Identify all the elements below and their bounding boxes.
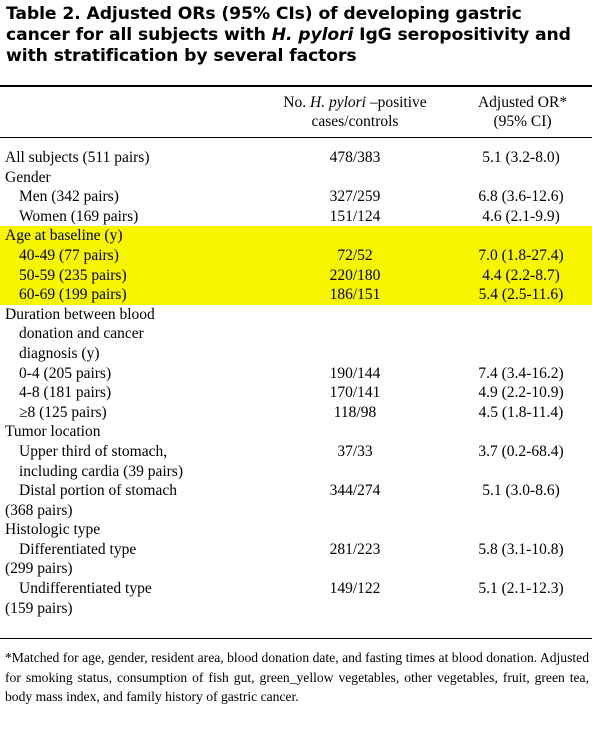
row-label-line: Distal portion of stomach: [19, 482, 177, 500]
table-row: Gender: [0, 168, 592, 188]
adjusted-or-cell: 4.4 (2.2-8.7): [482, 266, 560, 284]
header-rule: [0, 137, 592, 138]
row-label-line: diagnosis (y): [19, 344, 100, 362]
row-label: Distal portion of stomach (368 pairs): [0, 481, 245, 520]
footnote: *Matched for age, gender, resident area,…: [5, 650, 589, 705]
row-label: Undifferentiated type (159 pairs): [0, 579, 245, 618]
adjusted-or-cell: 5.8 (3.1-10.8): [478, 540, 564, 558]
row-label-line: including cardia (39 pairs): [19, 462, 183, 480]
table-title: Table 2. Adjusted ORs (95% CIs) of devel…: [6, 4, 588, 67]
cases-controls-cell: 327/259: [329, 188, 381, 206]
top-rule: [0, 85, 592, 87]
row-label: 40-49 (77 pairs): [19, 246, 119, 264]
adjusted-or-cell: 4.6 (2.1-9.9): [482, 207, 560, 225]
title-text-1: Table 2. Adjusted ORs (95% CIs) of devel…: [6, 4, 522, 45]
row-label: Histologic type: [5, 521, 101, 539]
adjusted-or-cell: 5.4 (2.5-11.6): [478, 286, 564, 304]
header-col2-pre: No.: [283, 94, 310, 111]
table-body: All subjects (511 pairs) 478/383 5.1 (3.2-…: [0, 148, 592, 618]
row-label: Duration between blood donation and cance…: [0, 305, 245, 364]
table-row: Tumor location: [0, 422, 592, 442]
cases-controls-cell: 118/98: [333, 403, 377, 421]
title-italic: H. pylori: [271, 25, 354, 45]
row-label: Age at baseline (y): [5, 227, 123, 245]
table-row: Differentiated type (299 pairs) 281/223 5.8…: [0, 540, 592, 579]
header-col2-post: –positive: [365, 94, 427, 111]
row-label: ≥8 (125 pairs): [19, 403, 107, 421]
adjusted-or-cell: 5.1 (2.1-12.3): [478, 580, 564, 598]
header-col2-italic: H. pylori: [310, 94, 366, 111]
table-row: Duration between blood donation and cance…: [0, 305, 592, 364]
row-label-line: (159 pairs): [5, 599, 73, 617]
cases-controls-cell: 190/144: [329, 364, 381, 382]
table-row: Age at baseline (y): [0, 226, 592, 246]
table-row: Distal portion of stomach (368 pairs) 344/…: [0, 481, 592, 520]
cases-controls-cell: 149/122: [329, 580, 381, 598]
header-col3-line2: (95% CI): [493, 113, 552, 130]
adjusted-or-cell: 7.0 (1.8-27.4): [478, 246, 564, 264]
cases-controls-cell: 344/274: [329, 482, 381, 500]
row-label-line: Duration between blood: [5, 305, 155, 323]
adjusted-or-cell: 5.1 (3.0-8.6): [482, 482, 560, 500]
row-label: Differentiated type (299 pairs): [0, 540, 245, 579]
adjusted-or-cell: 4.5 (1.8-11.4): [478, 403, 564, 421]
row-label: Gender: [5, 168, 51, 186]
bottom-rule: [0, 638, 592, 639]
table-row: Histologic type: [0, 520, 592, 540]
cases-controls-cell: 170/141: [329, 384, 381, 402]
table-row: 40-49 (77 pairs) 72/52 7.0 (1.8-27.4): [0, 245, 592, 266]
header-col3-line1: Adjusted OR*: [477, 94, 568, 111]
cases-controls-cell: 478/383: [329, 149, 381, 166]
adjusted-or-cell: 5.1 (3.2-8.0): [482, 149, 560, 166]
adjusted-or-cell: 7.4 (3.4-16.2): [478, 364, 564, 382]
row-label: Women (169 pairs): [19, 207, 139, 225]
row-label-line: (368 pairs): [5, 501, 73, 519]
row-label-line: (299 pairs): [5, 560, 73, 578]
row-label: 60-69 (199 pairs): [19, 286, 127, 304]
row-label-line: Undifferentiated type: [19, 580, 152, 598]
row-label-line: Upper third of stomach,: [19, 442, 168, 460]
cases-controls-cell: 37/33: [337, 442, 373, 460]
title-text-2: IgG seropositivity and with stratificati…: [6, 25, 571, 66]
row-label: 4-8 (181 pairs): [19, 384, 112, 402]
header-col2-line2: cases/controls: [311, 113, 399, 130]
row-label: Tumor location: [5, 423, 101, 441]
table-row: 4-8 (181 pairs) 170/141 4.9 (2.2-10.9): [0, 383, 592, 403]
adjusted-or-cell: 6.8 (3.6-12.6): [478, 188, 564, 206]
row-label: 0-4 (205 pairs): [19, 364, 112, 382]
adjusted-or-cell: 4.9 (2.2-10.9): [478, 384, 564, 402]
table-row: Upper third of stomach, including cardia …: [0, 442, 592, 481]
cases-controls-cell: 151/124: [329, 207, 381, 225]
table-row: Undifferentiated type (159 pairs) 149/122 5…: [0, 579, 592, 618]
table-row: Women (169 pairs) 151/124 4.6 (2.1-9.9): [0, 207, 592, 227]
table-row: Men (342 pairs) 327/259 6.8 (3.6-12.6): [0, 187, 592, 207]
row-label-line: donation and cancer: [19, 325, 144, 343]
table-row: 60-69 (199 pairs) 186/151 5.4 (2.5-11.6): [0, 285, 592, 305]
row-label: Men (342 pairs): [19, 188, 119, 206]
row-label: All subjects (511 pairs): [5, 149, 150, 166]
header-adjusted-or: Adjusted OR* (95% CI): [455, 93, 590, 131]
adjusted-or-cell: 3.7 (0.2-68.4): [478, 442, 564, 460]
cases-controls-cell: 220/180: [329, 266, 381, 284]
row-label-line: Differentiated type: [19, 540, 137, 558]
table-row: All subjects (511 pairs) 478/383 5.1 (3.2-…: [0, 148, 592, 168]
cases-controls-cell: 186/151: [329, 286, 381, 304]
row-label: 50-59 (235 pairs): [19, 266, 127, 284]
header-cases-controls: No. H. pylori –positive cases/controls: [255, 93, 455, 131]
cases-controls-cell: 72/52: [337, 246, 373, 264]
table-row: ≥8 (125 pairs) 118/98 4.5 (1.8-11.4): [0, 403, 592, 423]
table-row: 0-4 (205 pairs) 190/144 7.4 (3.4-16.2): [0, 364, 592, 384]
cases-controls-cell: 281/223: [329, 540, 381, 558]
table-row: 50-59 (235 pairs) 220/180 4.4 (2.2-8.7): [0, 265, 592, 286]
row-label: Upper third of stomach, including cardia …: [0, 442, 245, 481]
